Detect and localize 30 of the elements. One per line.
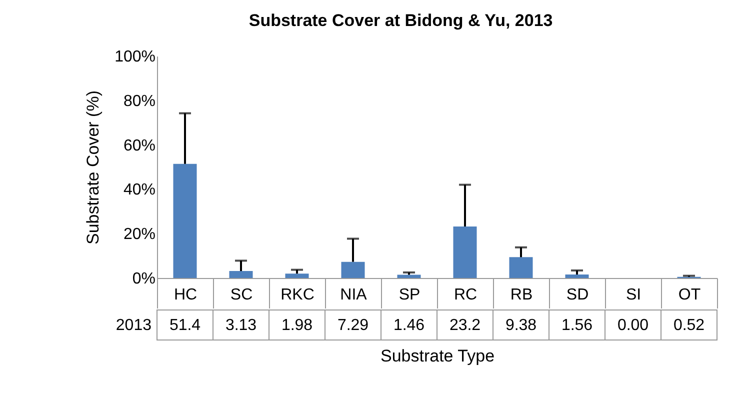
x-tick-label: SD	[566, 286, 589, 304]
x-tick-label: RB	[510, 286, 533, 304]
y-tick-label: 60%	[123, 137, 156, 154]
y-tick-label: 80%	[123, 92, 156, 110]
y-tick-label: 0%	[132, 270, 156, 288]
x-tick-label: RKC	[280, 286, 314, 304]
data-label: 9.38	[505, 317, 537, 334]
x-tick-label: SC	[230, 286, 253, 304]
chart-title: Substrate Cover at Bidong & Yu, 2013	[248, 11, 553, 30]
x-axis-title: Substrate Type	[380, 346, 495, 366]
data-label: 1.98	[281, 317, 313, 334]
data-label: 51.4	[169, 317, 201, 334]
text: 2013	[116, 317, 152, 334]
y-tick-label: 20%	[123, 226, 156, 244]
y-tick-label: 40%	[123, 182, 156, 199]
data-label: 3.13	[225, 317, 257, 334]
data-label: 1.56	[561, 317, 593, 334]
data-label: 0.52	[673, 317, 705, 334]
x-tick-label: SP	[398, 286, 420, 304]
x-tick-label: NIA	[340, 286, 368, 304]
x-tick-label: HC	[174, 286, 198, 304]
data-label: 23.2	[449, 317, 481, 334]
x-tick-label: SI	[626, 286, 642, 304]
data-label: 7.29	[337, 317, 369, 334]
y-tick-label: 100%	[114, 48, 156, 66]
data-label: 0.00	[617, 317, 649, 334]
x-tick-label: RC	[454, 286, 478, 304]
y-axis-title: Substrate Cover (%)	[84, 90, 103, 244]
x-tick-label: OT	[678, 286, 701, 304]
data-label: 1.46	[393, 317, 425, 334]
